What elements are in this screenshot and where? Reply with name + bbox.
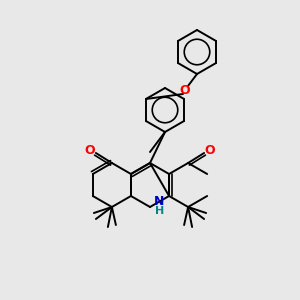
Text: O: O (85, 145, 95, 158)
Text: H: H (155, 206, 164, 215)
Text: O: O (180, 83, 190, 97)
Text: N: N (154, 195, 165, 208)
Text: O: O (205, 145, 215, 158)
